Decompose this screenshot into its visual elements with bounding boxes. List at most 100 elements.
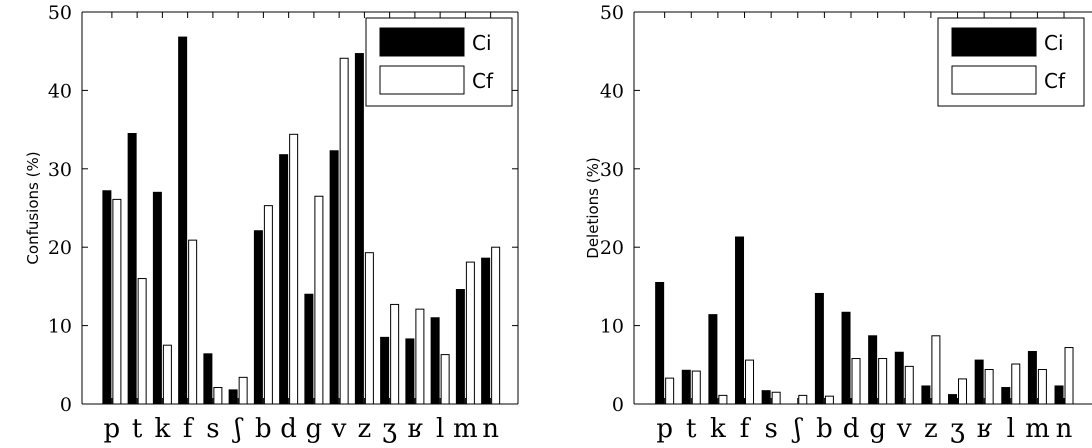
x-tick-label: ʒ <box>950 414 965 444</box>
bar-ci-13 <box>1001 387 1011 405</box>
bar-cf-3 <box>188 239 198 405</box>
x-tick-label: b <box>816 414 833 444</box>
x-tick-label: f <box>740 414 752 444</box>
legend-label-cf: Cf <box>1044 69 1066 93</box>
x-tick-label: v <box>331 414 347 444</box>
x-tick-label: ʁ <box>407 414 423 444</box>
x-tick-label: k <box>155 414 171 444</box>
bar-ci-13 <box>430 317 440 405</box>
bar-cf-0 <box>112 198 122 405</box>
x-tick-label: g <box>306 414 323 444</box>
legend-label-cf: Cf <box>472 69 494 93</box>
bar-cf-15 <box>491 246 501 405</box>
legend-swatch-ci <box>379 27 465 57</box>
x-tick-label: b <box>255 414 272 444</box>
bar-ci-3 <box>735 236 745 405</box>
legend-swatch-ci <box>951 27 1037 57</box>
x-tick-label: g <box>869 414 886 444</box>
bar-ci-8 <box>304 293 314 405</box>
bar-cf-9 <box>339 57 349 405</box>
bar-cf-9 <box>904 365 914 405</box>
bar-cf-1 <box>137 278 147 405</box>
x-tick-label: v <box>896 414 912 444</box>
y-tick-label: 10 <box>48 316 72 338</box>
bar-ci-0 <box>102 190 112 405</box>
x-tick-label: p <box>656 414 673 444</box>
y-tick-label: 30 <box>600 159 624 181</box>
y-tick-label: 40 <box>600 80 624 102</box>
x-tick-label: ʁ <box>977 414 993 444</box>
bar-ci-1 <box>127 133 137 405</box>
x-tick-label: d <box>843 414 860 444</box>
bar-ci-10 <box>354 53 364 405</box>
x-tick-label: l <box>1007 414 1015 444</box>
x-tick-label: ʒ <box>382 414 397 444</box>
bar-cf-2 <box>162 344 172 405</box>
bar-cf-7 <box>851 358 861 405</box>
x-tick-label: f <box>183 414 195 444</box>
bar-ci-3 <box>178 36 188 405</box>
bar-cf-12 <box>415 308 425 405</box>
x-tick-label: d <box>280 414 297 444</box>
bar-cf-13 <box>440 354 450 405</box>
legend-swatch-cf <box>379 65 465 95</box>
bar-ci-2 <box>708 314 718 405</box>
legend-label-ci: Ci <box>472 31 492 55</box>
x-tick-label: k <box>710 414 726 444</box>
bar-ci-5 <box>228 389 238 405</box>
legend-label-ci: Ci <box>1044 31 1064 55</box>
bar-ci-2 <box>152 191 162 405</box>
x-tick-label: n <box>482 414 499 444</box>
x-tick-label: t <box>686 414 697 444</box>
x-tick-label: p <box>104 414 121 444</box>
bar-ci-15 <box>1054 385 1064 405</box>
bar-cf-8 <box>314 195 324 405</box>
bar-cf-11 <box>958 378 968 405</box>
x-tick-label: z <box>358 414 372 444</box>
bar-cf-4 <box>771 391 781 405</box>
bar-ci-10 <box>921 385 931 405</box>
bar-ci-7 <box>279 154 289 405</box>
bar-ci-4 <box>761 390 771 405</box>
bar-cf-7 <box>289 133 299 405</box>
bar-cf-14 <box>465 261 475 405</box>
bar-cf-6 <box>824 395 834 405</box>
x-tick-label: z <box>924 414 938 444</box>
bar-cf-1 <box>691 370 701 405</box>
bar-ci-14 <box>1027 350 1037 405</box>
y-tick-label: 50 <box>48 2 72 24</box>
bar-ci-9 <box>329 150 339 405</box>
bar-ci-8 <box>868 335 878 405</box>
x-tick-label: m <box>453 414 478 444</box>
y-tick-label: 0 <box>60 394 72 416</box>
y-tick-label: 20 <box>48 237 72 259</box>
y-tick-label: 10 <box>600 316 624 338</box>
bar-cf-6 <box>263 205 273 405</box>
bar-ci-12 <box>974 359 984 405</box>
bar-cf-3 <box>745 359 755 405</box>
bar-cf-5 <box>798 394 808 405</box>
x-tick-label: t <box>132 414 143 444</box>
chart-deletions: 0 10 20 30 40 50 Deletions (%) p t k f s ʃ b d g v z ʒ ʁ l m n… <box>584 2 1092 444</box>
x-tick-label: n <box>1056 414 1073 444</box>
x-tick-label: l <box>436 414 444 444</box>
bar-cf-15 <box>1064 347 1074 405</box>
y-tick-label: 40 <box>48 80 72 102</box>
bar-cf-13 <box>1011 363 1021 405</box>
bar-ci-4 <box>203 353 213 405</box>
bar-cf-2 <box>718 394 728 405</box>
bar-ci-0 <box>655 281 665 405</box>
x-tick-label: m <box>1025 414 1050 444</box>
bar-cf-8 <box>878 358 888 405</box>
chart-confusions: 0 10 20 30 40 50 Confusions (%) p t k f s ʃ b d g v z ʒ ʁ l m… <box>24 2 519 444</box>
y-axis-label: Deletions (%) <box>584 157 602 258</box>
y-tick-label: 20 <box>600 237 624 259</box>
bar-ci-6 <box>814 292 824 405</box>
x-tick-label: ʃ <box>232 414 244 444</box>
bar-cf-10 <box>931 335 941 405</box>
bar-ci-12 <box>405 338 415 405</box>
bar-cf-12 <box>984 369 994 405</box>
bar-ci-6 <box>253 230 263 405</box>
bar-ci-11 <box>380 336 390 405</box>
